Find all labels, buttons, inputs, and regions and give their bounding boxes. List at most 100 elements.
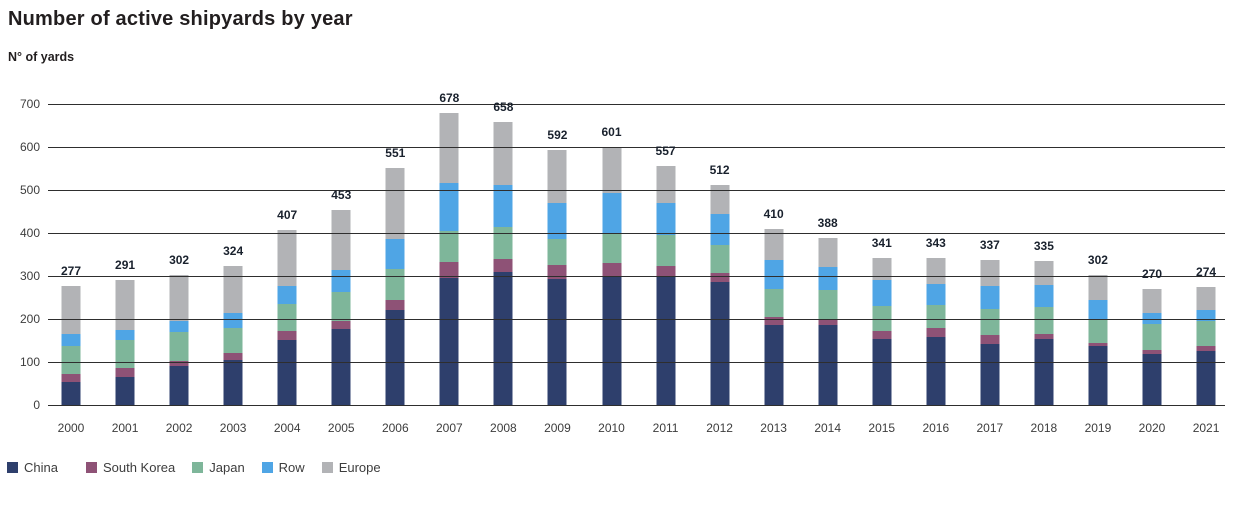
bar-segment-south-korea: [602, 262, 621, 277]
bar-segment-row: [61, 334, 81, 347]
legend-label: South Korea: [102, 460, 176, 475]
x-axis-year-label: 2003: [219, 421, 247, 435]
bar-total-label: 592: [547, 128, 568, 143]
bar-column-2014: 388 2014: [801, 104, 855, 435]
bar-column-2005: 453 2005: [314, 104, 368, 435]
stacked-bar-2008: [493, 122, 513, 405]
bar-column-2020: 270 2020: [1125, 104, 1179, 435]
stacked-bar-2021: [1196, 287, 1216, 405]
bar-column-2006: 551 2006: [368, 104, 422, 435]
bar-segment-row: [115, 329, 135, 340]
bar-segment-row: [980, 285, 1000, 310]
gridline-y-500: [48, 190, 1225, 191]
bar-segment-china: [710, 282, 730, 405]
bar-column-2021: 274 2021: [1179, 104, 1233, 435]
stacked-bar-2019: [1088, 275, 1108, 405]
bar-segment-europe: [115, 279, 135, 330]
bar-column-2000: 277 2000: [44, 104, 98, 435]
bar-segment-south-korea: [493, 258, 513, 273]
stacked-bar-2000: [61, 285, 81, 405]
y-axis-tick-label: 700: [19, 97, 40, 111]
chart-title: Number of active shipyards by year: [8, 8, 353, 30]
bar-segment-china: [547, 279, 567, 405]
bar-segment-china: [385, 310, 405, 405]
legend-item-row: Row: [261, 460, 305, 475]
x-axis-year-label: 2016: [922, 421, 950, 435]
bar-total-label: 453: [331, 188, 352, 203]
bar-segment-row: [926, 283, 946, 306]
bar-segment-south-korea: [385, 300, 405, 311]
bar-segment-row: [602, 193, 621, 233]
x-axis-year-label: 2017: [976, 421, 1004, 435]
bar-segment-europe: [277, 230, 297, 287]
bar-segment-japan: [872, 305, 892, 332]
bar-total-label: 343: [925, 235, 946, 250]
bar-total-label: 277: [60, 263, 82, 278]
gridline-y-600: [48, 147, 1225, 148]
bar-segment-south-korea: [547, 265, 567, 280]
gridline-y-300: [48, 276, 1225, 277]
x-axis-year-label: 2008: [490, 421, 517, 435]
bar-segment-row: [710, 213, 730, 245]
bar-total-label: 512: [709, 162, 730, 177]
bar-segment-south-korea: [656, 266, 676, 276]
bar-segment-china: [1088, 346, 1108, 405]
plot-area: 277 2000 291 2001 302 2002 324 2003 407 2004 453 20…: [48, 91, 1225, 436]
stacked-bar-2016: [926, 257, 946, 405]
bar-segment-china: [169, 366, 189, 405]
bar-column-2011: 557 2011: [639, 104, 693, 436]
bar-segment-china: [926, 336, 946, 405]
legend-item-china: China: [7, 460, 58, 475]
bar-total-label: 270: [1141, 266, 1163, 281]
bar-column-2016: 343 2016: [909, 104, 963, 435]
bar-total-label: 291: [115, 257, 136, 272]
x-axis-year-label: 2013: [760, 421, 787, 435]
legend: China South Korea Japan Row Europe: [7, 460, 398, 475]
bar-column-2012: 512 2012: [693, 104, 747, 435]
stacked-bar-2007: [439, 113, 459, 405]
stacked-bar-2003: [223, 265, 243, 405]
bar-total-label: 302: [169, 253, 190, 268]
bar-segment-south-korea: [818, 318, 838, 326]
bar-segment-japan: [115, 339, 135, 369]
bar-segment-row: [1088, 299, 1108, 319]
x-axis-year-label: 2010: [598, 421, 625, 435]
bar-segment-south-korea: [223, 352, 243, 361]
stacked-bar-2020: [1142, 288, 1162, 405]
bar-segment-row: [818, 266, 838, 291]
bar-segment-row: [656, 203, 676, 235]
bar-segment-europe: [439, 113, 459, 183]
bar-segment-south-korea: [764, 317, 784, 326]
stacked-bar-2006: [385, 168, 405, 405]
chart-y-axis-unit-label: N° of yards: [8, 50, 75, 64]
bar-segment-china: [331, 329, 351, 405]
bar-segment-row: [331, 270, 351, 292]
bar-segment-south-korea: [115, 368, 135, 377]
bar-segment-japan: [439, 231, 459, 263]
bar-segment-row: [439, 182, 459, 232]
bar-total-label: 388: [817, 216, 838, 231]
bar-column-2010: 601 2010: [585, 104, 639, 435]
bar-segment-japan: [61, 346, 81, 375]
bar-segment-china: [818, 325, 838, 405]
bar-total-label: 410: [763, 206, 784, 221]
bar-segment-japan: [223, 327, 243, 353]
bar-segment-europe: [1088, 275, 1108, 300]
bar-segment-europe: [331, 210, 351, 270]
stacked-bar-2013: [764, 228, 784, 405]
stacked-bar-2018: [1034, 260, 1054, 405]
bar-segment-row: [764, 260, 784, 290]
stacked-bar-2015: [872, 258, 892, 405]
bar-segment-row: [547, 203, 567, 239]
bar-segment-europe: [1142, 288, 1162, 313]
legend-swatch-icon: [321, 462, 333, 473]
bar-segment-china: [115, 376, 135, 405]
bar-total-label: 658: [493, 100, 514, 115]
bar-segment-row: [1142, 313, 1162, 325]
bar-segment-south-korea: [1196, 345, 1216, 352]
bar-segment-europe: [872, 258, 892, 281]
bar-total-label: 678: [439, 91, 460, 106]
legend-item-japan: Japan: [192, 460, 245, 475]
bar-column-2007: 678 2007: [422, 91, 476, 435]
